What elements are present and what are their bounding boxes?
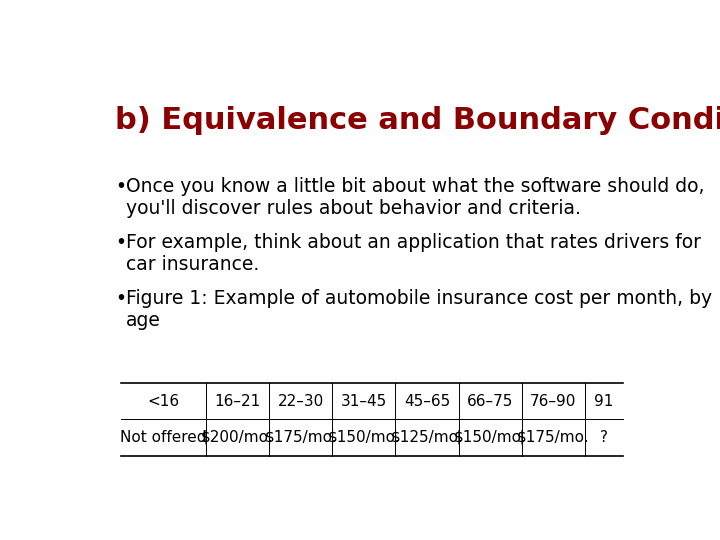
Text: For example, think about an application that rates drivers for
car insurance.: For example, think about an application … <box>126 233 701 274</box>
Text: b) Equivalence and Boundary Conditions:: b) Equivalence and Boundary Conditions: <box>115 106 720 136</box>
Text: ?: ? <box>600 430 608 445</box>
Text: 31–45: 31–45 <box>341 394 387 409</box>
Text: 22–30: 22–30 <box>278 394 324 409</box>
Text: $200/mo.: $200/mo. <box>202 430 274 445</box>
Text: $125/mo.: $125/mo. <box>391 430 464 445</box>
Text: 66–75: 66–75 <box>467 394 513 409</box>
Text: $175/mo.: $175/mo. <box>517 430 590 445</box>
Text: $150/mo.: $150/mo. <box>328 430 400 445</box>
Text: $150/mo.: $150/mo. <box>454 430 526 445</box>
Text: Once you know a little bit about what the software should do,
you'll discover ru: Once you know a little bit about what th… <box>126 177 705 218</box>
Text: <16: <16 <box>148 394 179 409</box>
Text: •: • <box>115 177 126 196</box>
Text: •: • <box>115 233 126 252</box>
Text: 45–65: 45–65 <box>404 394 450 409</box>
Text: Figure 1: Example of automobile insurance cost per month, by
age: Figure 1: Example of automobile insuranc… <box>126 289 712 330</box>
Text: Not offered: Not offered <box>120 430 207 445</box>
Text: 76–90: 76–90 <box>530 394 577 409</box>
Text: 91: 91 <box>594 394 613 409</box>
Text: $175/mo.: $175/mo. <box>264 430 337 445</box>
Text: •: • <box>115 289 126 308</box>
Text: 16–21: 16–21 <box>215 394 261 409</box>
